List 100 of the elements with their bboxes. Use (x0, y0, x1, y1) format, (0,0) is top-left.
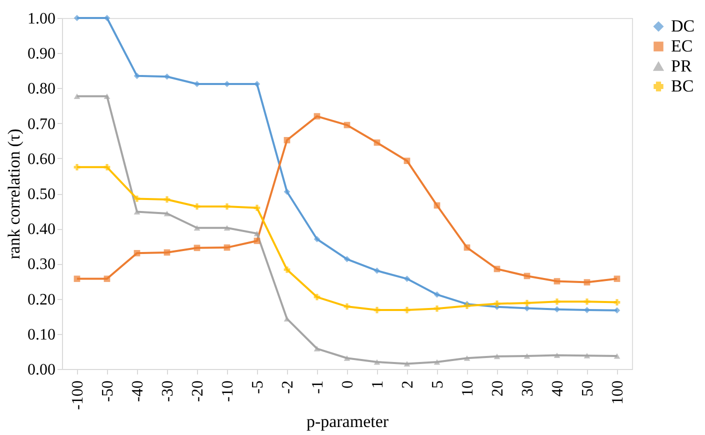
x-tick-label: -100 (70, 380, 86, 410)
x-tick-label: -30 (160, 380, 176, 402)
point (614, 353, 620, 359)
x-tick-label: 10 (460, 380, 476, 396)
point (374, 359, 380, 365)
point (404, 276, 410, 282)
point (314, 236, 320, 242)
point (344, 355, 350, 361)
point (434, 291, 440, 298)
point (614, 299, 620, 306)
point (344, 122, 350, 128)
point (344, 256, 350, 262)
point (524, 353, 530, 359)
point (494, 266, 500, 272)
point (74, 94, 80, 100)
point (284, 188, 290, 195)
point (584, 298, 590, 305)
point (314, 346, 320, 352)
legend-label: BC (671, 76, 694, 96)
x-tick-label: 0 (340, 380, 356, 388)
point (104, 14, 110, 22)
y-tick-label: 0.00 (28, 362, 56, 378)
x-tick-label: 1 (370, 380, 386, 388)
x-axis-title: p-parameter (306, 412, 389, 431)
point (74, 276, 80, 282)
point (224, 203, 230, 210)
x-tick-label: 100 (610, 380, 626, 404)
point (554, 298, 560, 305)
x-tick-label: -50 (100, 380, 116, 402)
point (404, 360, 410, 366)
point (344, 303, 350, 310)
x-tick-label: -40 (130, 380, 146, 402)
legend-label: EC (671, 36, 693, 56)
point (134, 209, 140, 214)
x-tick-label: 5 (430, 380, 446, 388)
point (314, 294, 320, 300)
point (554, 352, 560, 358)
point (164, 73, 170, 80)
point (224, 225, 230, 231)
point (104, 94, 110, 100)
point (554, 306, 560, 312)
legend-label: DC (671, 16, 695, 36)
point (284, 136, 290, 144)
y-tick-label: 0.60 (28, 150, 56, 168)
x-tick-label: 40 (550, 380, 566, 396)
point (254, 204, 260, 212)
x-tick-label: -20 (190, 380, 206, 402)
point (254, 238, 260, 244)
point (374, 268, 380, 274)
y-tick-label: 0.90 (28, 46, 56, 63)
x-tick-label: -10 (220, 380, 236, 402)
point (284, 316, 290, 322)
point (254, 230, 260, 236)
point (164, 210, 170, 216)
point (194, 244, 200, 252)
y-tick-label: 0.20 (28, 291, 56, 308)
point (224, 80, 230, 88)
y-axis-title: rank correlation (τ) (4, 128, 24, 260)
point (374, 306, 380, 314)
point (494, 300, 500, 307)
point (404, 158, 410, 164)
x-tick-label: -2 (280, 380, 296, 394)
y-tick-label: 0.10 (28, 326, 56, 344)
point (494, 354, 500, 360)
y-tick-label: 0.30 (28, 256, 56, 274)
legend-label: PR (671, 56, 692, 76)
point (404, 306, 410, 314)
point (314, 113, 320, 120)
point (104, 276, 110, 282)
point (74, 164, 80, 170)
y-tick-label: 0.50 (28, 186, 56, 203)
y-tick-label: 0.70 (28, 116, 56, 133)
point (524, 300, 530, 306)
point (164, 196, 170, 203)
point (584, 352, 590, 358)
point (104, 164, 110, 170)
point (134, 72, 140, 80)
point (464, 244, 470, 251)
point (194, 225, 200, 231)
point (434, 305, 440, 312)
y-tick-label: 0.80 (28, 80, 56, 98)
x-tick-label: 20 (490, 380, 506, 396)
point (224, 244, 230, 251)
point (584, 306, 590, 314)
point (134, 196, 140, 202)
x-tick-label: 50 (580, 380, 596, 396)
point (74, 14, 80, 22)
point (194, 203, 200, 210)
point (374, 139, 380, 146)
point (584, 279, 590, 286)
point (524, 272, 530, 280)
y-tick-label: 0.40 (28, 221, 56, 238)
x-tick-label: 2 (400, 380, 416, 388)
point (614, 276, 620, 282)
point (134, 250, 140, 256)
point (164, 249, 170, 256)
x-tick-label: -5 (250, 380, 266, 394)
point (284, 266, 290, 273)
y-tick-label: 1.00 (28, 10, 56, 28)
x-tick-label: -1 (310, 380, 326, 394)
